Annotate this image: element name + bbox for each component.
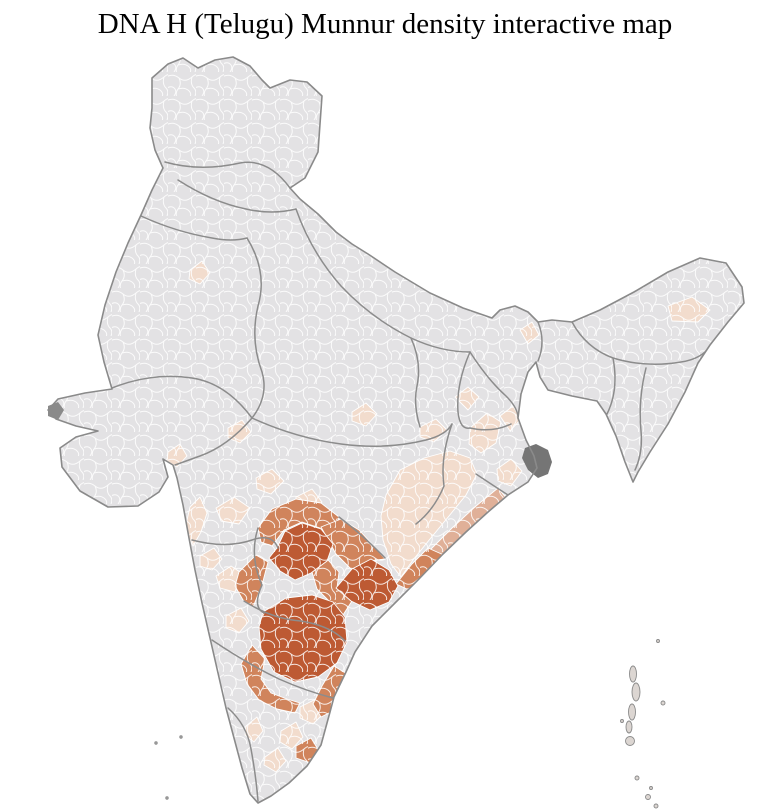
state-borders [111,161,712,802]
district-borders-mesh [48,57,744,803]
andaman-nicobar-islands[interactable] [620,639,666,809]
india-coastline [47,56,745,804]
region-tamil-nadu-pocket[interactable] [307,760,332,790]
sundarbans-delta[interactable] [522,444,552,478]
map-title: DNA H (Telugu) Munnur density interactiv… [97,8,673,40]
lakshadweep-islands[interactable] [154,735,183,800]
